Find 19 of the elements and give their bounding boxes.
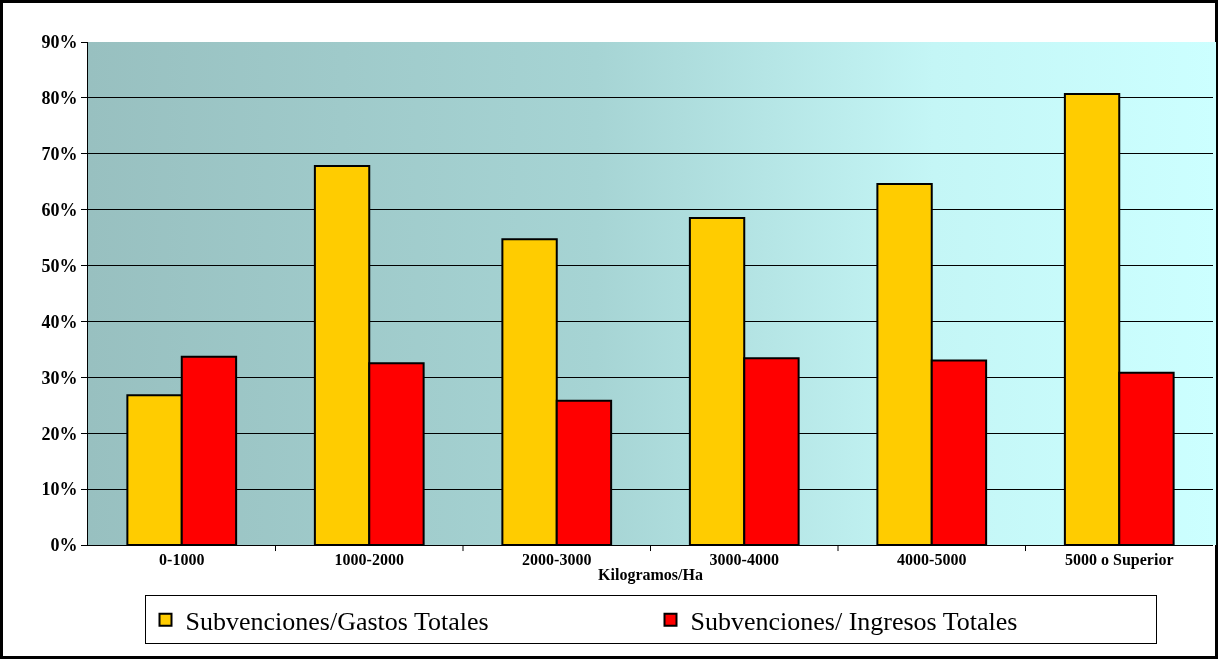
- y-tick-label: 40%: [41, 311, 78, 332]
- x-tick-label: 3000-4000: [709, 551, 779, 569]
- x-axis-title: Kilogramos/Ha: [598, 565, 703, 584]
- y-tick-label: 90%: [41, 32, 78, 53]
- y-tick-label: 50%: [41, 255, 78, 276]
- y-tick-label: 60%: [41, 199, 78, 220]
- x-tick-label: 5000 o Superior: [1065, 551, 1174, 570]
- x-tick-label: 0-1000: [159, 551, 205, 569]
- y-tick-label: 30%: [41, 367, 78, 388]
- y-tick-label: 0%: [50, 535, 78, 556]
- x-tick-label: 2000-3000: [522, 551, 592, 569]
- y-tick-label: 70%: [41, 144, 78, 165]
- legend-label: Subvenciones/Gastos Totales: [185, 606, 489, 636]
- legend-label: Subvenciones/ Ingresos Totales: [690, 606, 1018, 636]
- x-tick-label: 1000-2000: [334, 551, 404, 569]
- x-tick-label: 4000-5000: [897, 551, 967, 569]
- y-tick-label: 10%: [41, 479, 78, 500]
- y-tick-label: 80%: [41, 88, 78, 109]
- y-tick-label: 20%: [41, 423, 78, 444]
